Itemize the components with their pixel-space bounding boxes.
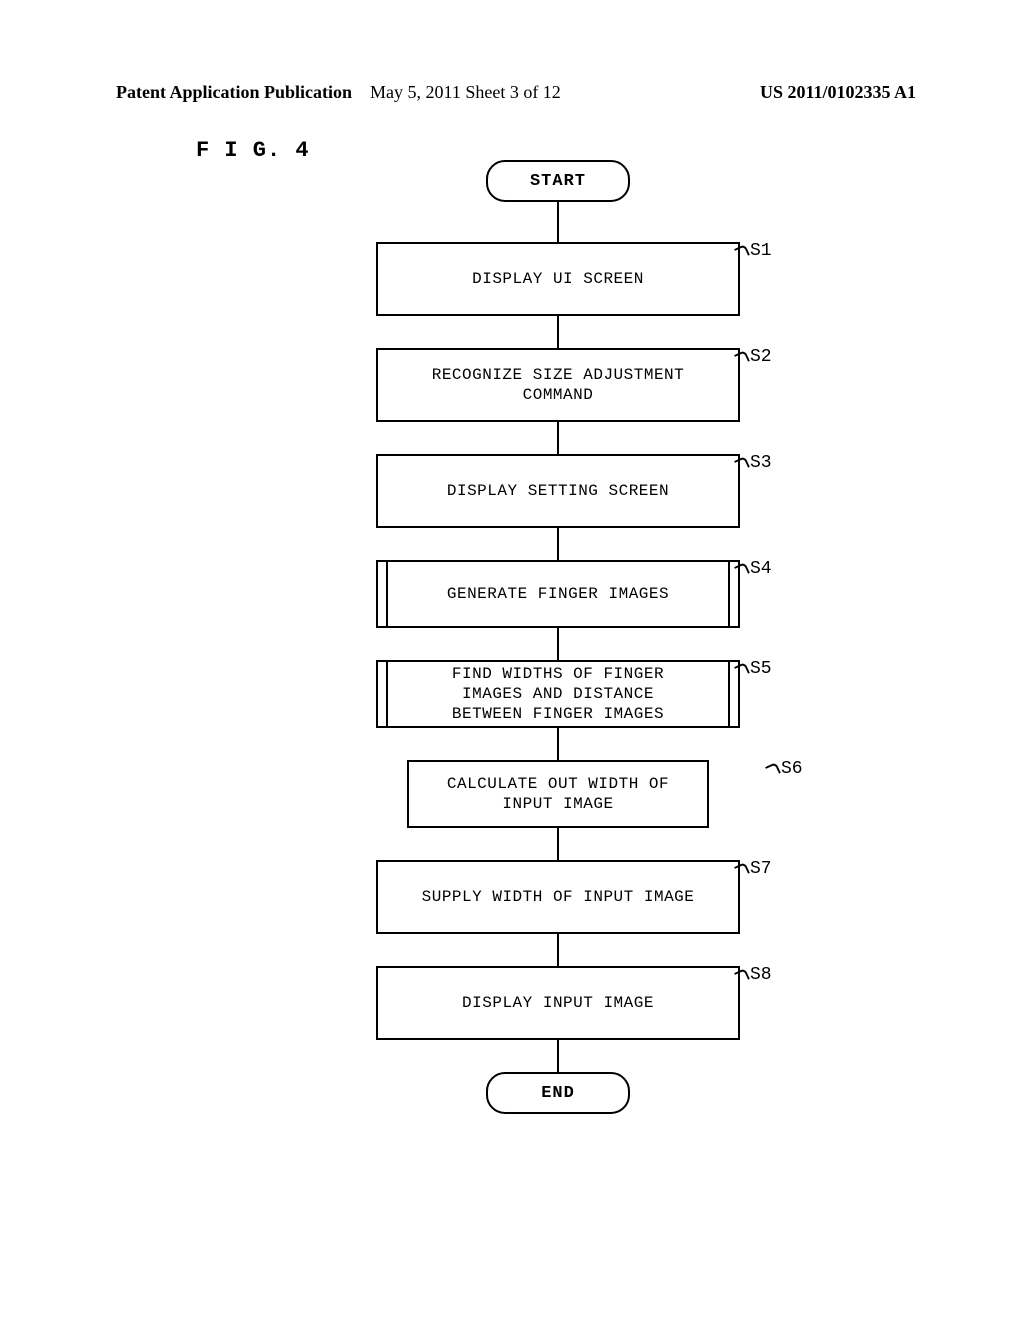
flowchart: START DISPLAY UI SCREENS1 RECOGNIZE SIZE …	[348, 160, 768, 1114]
step-text: CALCULATE OUT WIDTH OFINPUT IMAGE	[447, 774, 669, 814]
step-text: DISPLAY INPUT IMAGE	[462, 993, 654, 1013]
end-terminal: END	[486, 1072, 630, 1114]
connector	[557, 316, 559, 348]
step-s2: RECOGNIZE SIZE ADJUSTMENTCOMMANDS2	[376, 348, 740, 422]
callout-icon	[734, 244, 750, 260]
step-label-s7: S7	[750, 858, 772, 881]
step-text: RECOGNIZE SIZE ADJUSTMENTCOMMAND	[432, 365, 685, 405]
figure-title: F I G. 4	[196, 138, 310, 163]
start-label: START	[530, 172, 586, 191]
callout-icon	[765, 762, 781, 778]
connector	[557, 1040, 559, 1072]
step-label-s6: S6	[781, 758, 803, 781]
step-s8: DISPLAY INPUT IMAGES8	[376, 966, 740, 1040]
step-s7: SUPPLY WIDTH OF INPUT IMAGES7	[376, 860, 740, 934]
step-label-s3: S3	[750, 452, 772, 475]
callout-icon	[734, 968, 750, 984]
step-text: GENERATE FINGER IMAGES	[447, 584, 669, 604]
connector	[557, 828, 559, 860]
connector	[557, 934, 559, 966]
connector	[557, 422, 559, 454]
connector	[557, 628, 559, 660]
step-text: SUPPLY WIDTH OF INPUT IMAGE	[422, 887, 695, 907]
step-text: DISPLAY SETTING SCREEN	[447, 481, 669, 501]
callout-icon	[734, 456, 750, 472]
callout-icon	[734, 662, 750, 678]
step-label-s1: S1	[750, 240, 772, 263]
callout-icon	[734, 862, 750, 878]
connector	[557, 528, 559, 560]
step-s5: FIND WIDTHS OF FINGERIMAGES AND DISTANCE…	[376, 660, 740, 728]
step-s4: GENERATE FINGER IMAGESS4	[376, 560, 740, 628]
header-left: Patent Application Publication	[116, 82, 352, 103]
step-label-s4: S4	[750, 558, 772, 581]
header-right: US 2011/0102335 A1	[760, 82, 916, 103]
connector	[557, 728, 559, 760]
callout-icon	[734, 562, 750, 578]
connector	[557, 202, 559, 242]
step-label-s8: S8	[750, 964, 772, 987]
header-center: May 5, 2011 Sheet 3 of 12	[370, 82, 561, 103]
step-s6: CALCULATE OUT WIDTH OFINPUT IMAGES6	[407, 760, 709, 828]
step-label-s5: S5	[750, 658, 772, 681]
step-text: FIND WIDTHS OF FINGERIMAGES AND DISTANCE…	[452, 664, 664, 724]
step-label-s2: S2	[750, 346, 772, 369]
callout-icon	[734, 350, 750, 366]
step-text: DISPLAY UI SCREEN	[472, 269, 644, 289]
end-label: END	[541, 1084, 575, 1103]
step-s1: DISPLAY UI SCREENS1	[376, 242, 740, 316]
steps-container: DISPLAY UI SCREENS1 RECOGNIZE SIZE ADJUST…	[348, 242, 768, 1072]
step-s3: DISPLAY SETTING SCREENS3	[376, 454, 740, 528]
start-terminal: START	[486, 160, 630, 202]
